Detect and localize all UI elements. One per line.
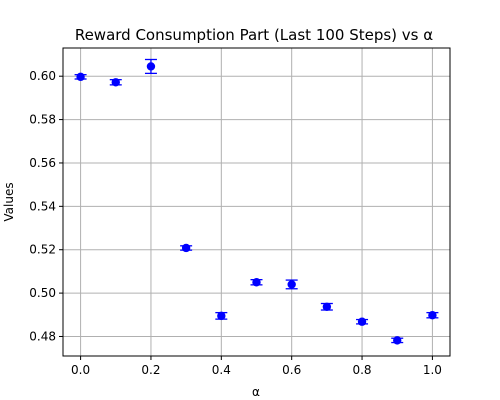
point-marker [428,311,437,320]
y-axis-ticks: 0.48 0.50 0.52 0.54 0.56 0.58 0.60 [29,69,63,343]
point-marker [287,280,296,289]
x-tick-label: 0.4 [212,363,231,377]
point-marker [322,302,332,311]
x-tick-label: 0.6 [282,363,301,377]
x-axis-ticks: 0.0 0.2 0.4 0.6 0.8 1.0 [71,356,442,377]
point-marker [217,311,226,321]
y-tick-label: 0.54 [29,199,56,213]
data-point [285,279,298,290]
data-point [250,278,263,287]
point-marker [393,336,402,345]
data-point [109,78,122,87]
point-marker [111,78,120,87]
data-point [426,311,439,320]
point-marker [146,62,156,71]
data-point [180,243,193,253]
chart-title: Reward Consumption Part (Last 100 Steps)… [75,26,433,44]
data-points [74,58,439,345]
grid-lines [63,48,450,356]
point-marker [181,243,191,253]
y-tick-label: 0.50 [29,286,56,300]
x-tick-label: 0.2 [141,363,160,377]
data-point [144,58,157,75]
y-tick-label: 0.56 [29,156,56,170]
y-tick-label: 0.52 [29,243,56,257]
y-tick-label: 0.58 [29,113,56,127]
x-tick-label: 0.8 [352,363,371,377]
y-axis-label: Values [2,182,16,221]
plot-frame [62,47,451,357]
data-point [356,317,369,326]
y-tick-label: 0.48 [29,329,56,343]
point-marker [76,72,85,82]
x-axis-label: α [252,385,260,399]
y-tick-label: 0.60 [29,69,56,83]
x-tick-label: 0.0 [71,363,90,377]
data-point [391,336,404,345]
point-marker [357,317,367,326]
x-tick-label: 1.0 [423,363,442,377]
point-marker [252,278,261,287]
data-point [320,302,333,311]
data-point [215,311,228,321]
data-point [74,72,87,82]
